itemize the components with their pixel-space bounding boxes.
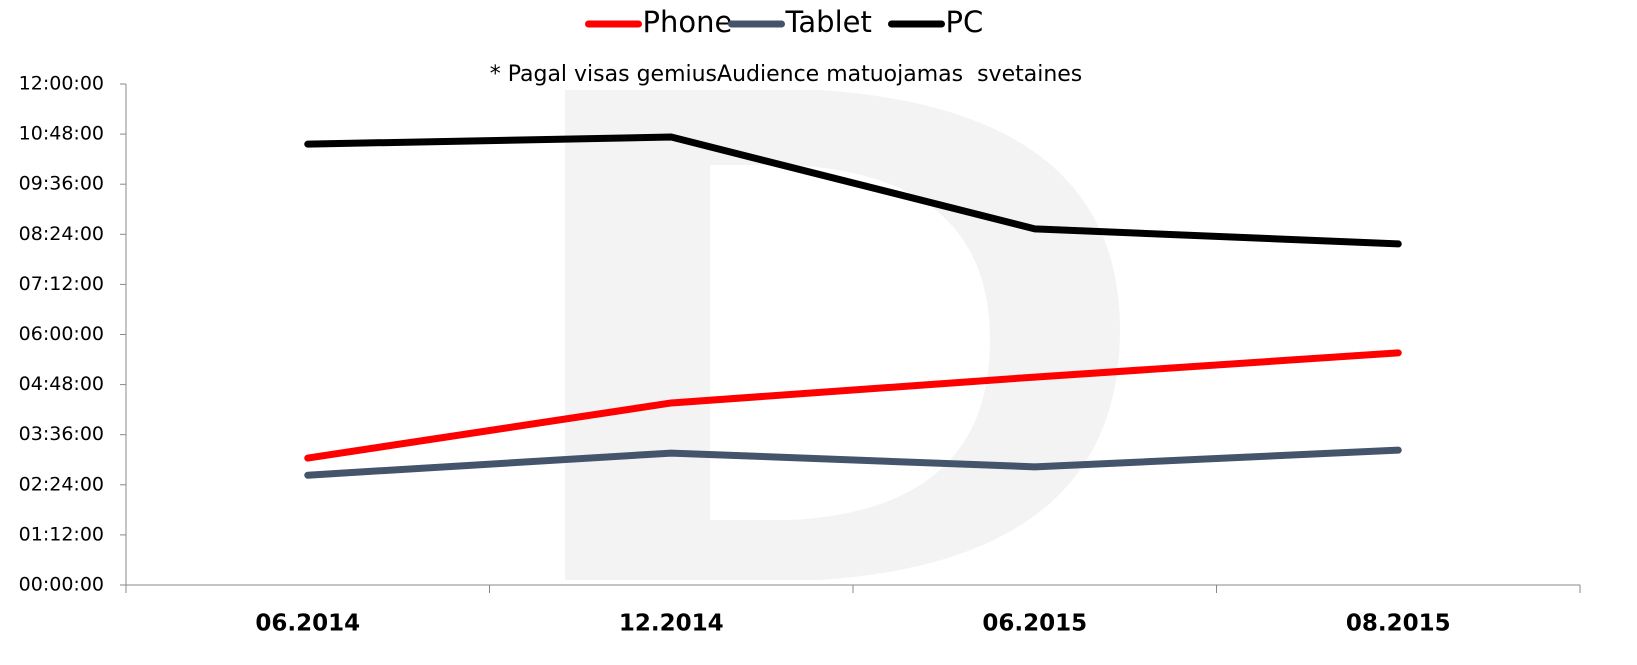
y-tick-label: 06:00:00 [19, 323, 104, 345]
line-series [304, 446, 1402, 479]
x-tick-label: 12.2014 [619, 611, 724, 637]
y-tick-label: 00:00:00 [19, 574, 104, 596]
watermark [565, 90, 1120, 580]
y-tick-label: 12:00:00 [19, 73, 104, 95]
y-tick-label: 01:12:00 [19, 523, 104, 545]
y-tick-label: 03:36:00 [19, 423, 104, 445]
y-tick-label: 04:48:00 [19, 373, 104, 395]
legend-label: Tablet [785, 5, 872, 39]
x-tick-label: 06.2015 [982, 611, 1087, 637]
y-tick-label: 09:36:00 [19, 173, 104, 195]
y-tick-label: 08:24:00 [19, 223, 104, 245]
y-tick-label: 10:48:00 [19, 123, 104, 145]
y-tick-label: 02:24:00 [19, 473, 104, 495]
line-series [304, 133, 1402, 248]
legend-label: Phone [643, 5, 733, 39]
line-series [304, 349, 1402, 462]
legend-label: PC [946, 5, 984, 39]
subtitle: * Pagal visas gemiusAudience matuojamas … [490, 62, 1083, 87]
x-tick-label: 08.2015 [1346, 611, 1451, 637]
x-tick-label: 06.2014 [255, 611, 360, 637]
y-tick-label: 07:12:00 [19, 273, 104, 295]
